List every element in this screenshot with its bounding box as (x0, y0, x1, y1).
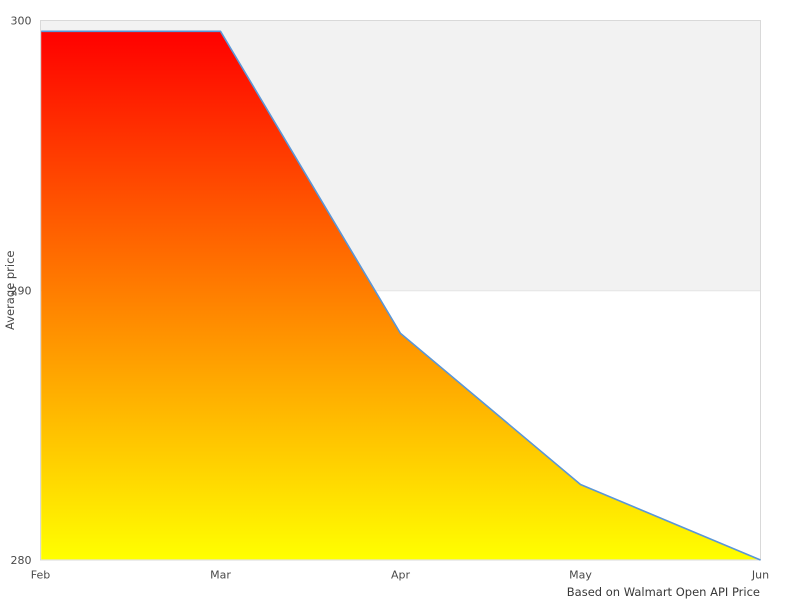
x-tick-label-jun: Jun (751, 569, 769, 582)
x-tick-label-mar: Mar (210, 569, 231, 582)
x-tick-label-may: May (569, 569, 592, 582)
y-tick-label-280: 280 (11, 554, 32, 567)
chart-caption: Based on Walmart Open API Price (567, 585, 760, 599)
y-tick-label-290: 290 (11, 284, 32, 297)
x-tick-label-apr: Apr (391, 569, 411, 582)
plot-border (40, 20, 761, 561)
x-tick-label-feb: Feb (31, 569, 50, 582)
area-series (41, 31, 761, 561)
y-tick-label-300: 300 (11, 15, 32, 28)
y-axis-title: Average price (3, 250, 17, 330)
price-line (41, 30, 761, 561)
